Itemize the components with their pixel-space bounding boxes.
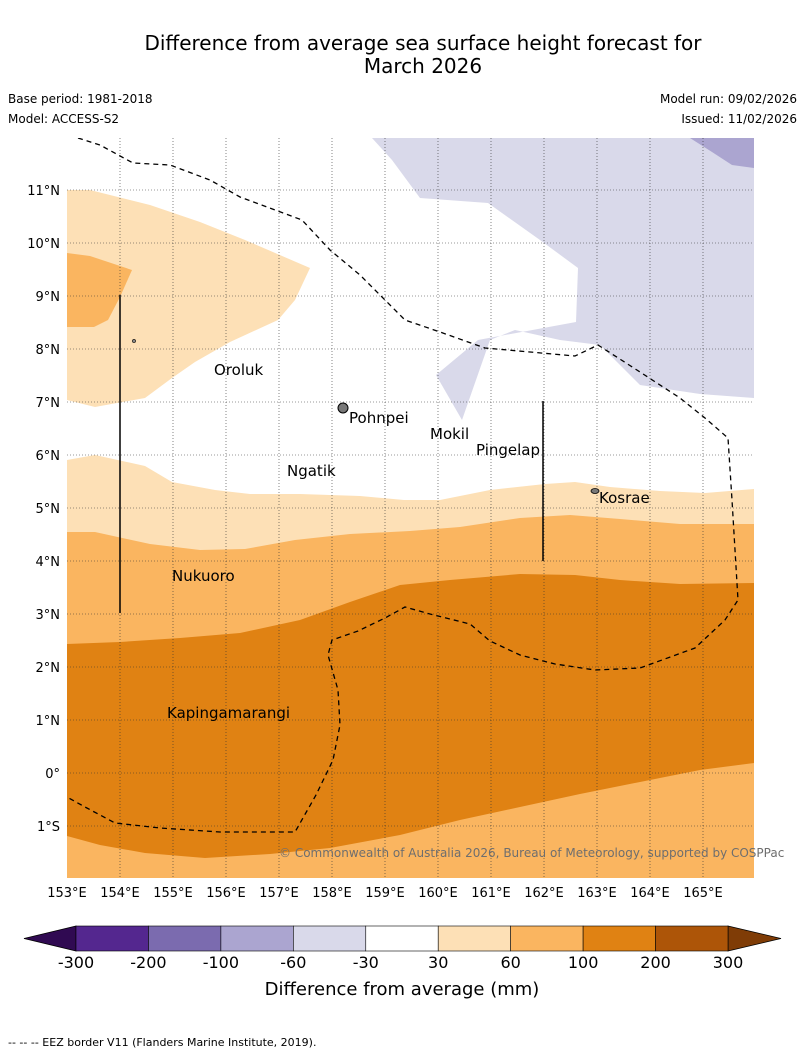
latitude-labels: 11°N 10°N 9°N 8°N 7°N 6°N 5°N 4°N 3°N 2°N 1°N 0° 1°S [27,184,60,835]
colorbar-tick: 30 [428,953,448,972]
longitude-labels: 153°E 154°E 155°E 156°E 157°E 158°E 159°E 160°E… [47,886,723,901]
colorbar-segment [655,925,729,952]
lon-label: 164°E [630,886,670,901]
lat-label: 10°N [27,237,60,252]
lon-label: 156°E [206,886,246,901]
small-island [132,339,136,343]
colorbar-segment [582,925,656,952]
lon-label: 165°E [683,886,723,901]
colorbar-segment [510,925,584,952]
lat-label: 8°N [36,343,61,358]
colorbar-segment [148,925,222,952]
lon-label: 159°E [365,886,405,901]
lon-label: 163°E [577,886,617,901]
contour-60-100-north [67,253,132,327]
colorbar-segment [365,925,439,952]
lat-label: 3°N [36,608,61,623]
colorbar-tick: 100 [568,953,599,972]
colorbar-segment [220,925,294,952]
lat-label: 1°N [36,714,61,729]
place-pingelap: Pingelap [476,441,540,459]
lon-label: 154°E [100,886,140,901]
lon-label: 153°E [47,886,87,901]
colorbar-over-arrow [727,925,782,952]
chart-title: Difference from average sea surface heig… [0,32,804,78]
lat-label: 6°N [36,449,61,464]
colorbar-tick: 60 [500,953,520,972]
place-oroluk: Oroluk [214,361,263,379]
kosrae-island [590,488,600,494]
issued-date: Issued: 11/02/2026 [681,112,797,126]
copyright-notice: © Commonwealth of Australia 2026, Bureau… [279,846,784,860]
colorbar-segment [437,925,511,952]
colorbar-tick: 200 [640,953,671,972]
title-line-2: March 2026 [363,54,483,78]
sea-level-map: Oroluk Pohnpei Mokil Pingelap Ngatik Kos… [23,138,784,1000]
colorbar-tick: -60 [280,953,306,972]
place-kosrae: Kosrae [599,489,650,507]
lon-label: 160°E [418,886,458,901]
place-mokil: Mokil [430,425,469,443]
lat-label: 0° [45,767,60,782]
place-pohnpei: Pohnpei [349,409,409,427]
pohnpei-island [337,402,349,414]
eez-border [67,138,739,833]
model-name: Model: ACCESS-S2 [8,112,120,126]
eez-legend-note: -- -- -- EEZ border V11 (Flanders Marine… [8,1036,317,1049]
lat-label: 2°N [36,661,61,676]
colorbar-tick: -100 [203,953,239,972]
model-run: Model run: 09/02/2026 [659,92,797,106]
contour-100-200 [67,574,754,858]
lat-label: 9°N [36,290,61,305]
lat-label: 7°N [36,396,61,411]
colorbar-tick: -30 [353,953,379,972]
colorbar-segment [75,925,149,952]
lon-label: 157°E [259,886,299,901]
place-labels: Oroluk Pohnpei Mokil Pingelap Ngatik Kos… [167,361,650,722]
lon-label: 161°E [471,886,511,901]
boundary-markers [119,295,544,613]
place-ngatik: Ngatik [287,462,336,480]
colorbar-segment [293,925,367,952]
contour-neg60-neg30 [372,138,754,420]
place-nukuoro: Nukuoro [172,567,235,585]
base-period: Base period: 1981-2018 [8,92,153,106]
colorbar-label: Difference from average (mm) [265,979,540,1000]
colorbar-under-arrow [23,925,77,952]
lat-label: 5°N [36,502,61,517]
colorbar-tick: -300 [58,953,94,972]
map-fill-layers [67,138,754,878]
lat-label: 4°N [36,555,61,570]
colorbar: -300 -200 -100 -60 -30 30 60 100 200 300 [23,925,782,972]
title-line-1: Difference from average sea surface heig… [144,31,702,55]
lon-label: 158°E [312,886,352,901]
lat-label: 1°S [37,820,60,835]
grid-lines [67,138,754,878]
place-kapingamarangi: Kapingamarangi [167,704,290,722]
contour-neg100-neg60 [690,138,754,168]
lon-label: 155°E [153,886,193,901]
lat-label: 11°N [27,184,60,199]
islands [132,339,600,494]
lon-label: 162°E [524,886,564,901]
colorbar-tick: 300 [713,953,744,972]
contour-30-60-north [67,190,310,407]
colorbar-tick: -200 [130,953,166,972]
